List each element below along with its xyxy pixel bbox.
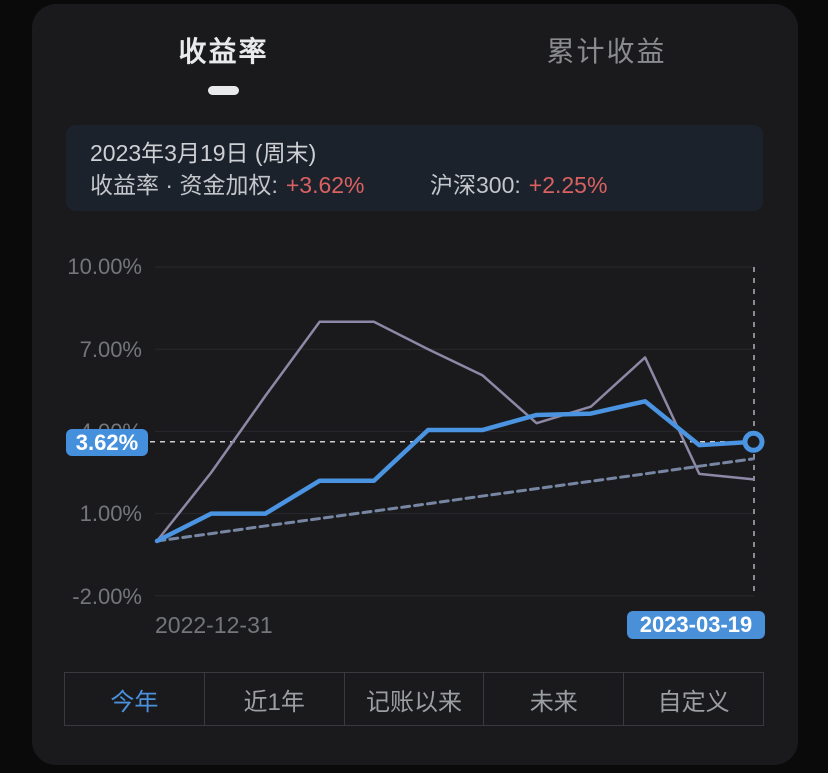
range-this-year[interactable]: 今年 bbox=[110, 688, 159, 716]
series-weighted-return bbox=[154, 399, 756, 544]
series-reference-line bbox=[155, 457, 755, 543]
range-custom[interactable]: 自定义 bbox=[623, 673, 763, 725]
benchmark-group: 沪深300: +2.25% bbox=[430, 170, 607, 200]
current-point-marker[interactable] bbox=[742, 430, 765, 453]
y-axis-tick-1: 1.00% bbox=[79, 501, 142, 526]
range-past-1-year[interactable]: 近1年 bbox=[203, 673, 344, 725]
weighted-return-value: +3.62% bbox=[285, 172, 365, 198]
y-axis-tick-10: 10.00% bbox=[67, 254, 142, 279]
selection-info-card: 2023年3月19日 (周末) 收益率 · 资金加权: +3.62% 沪深300:… bbox=[66, 125, 763, 211]
current-value-badge: 3.62% bbox=[66, 429, 148, 456]
range-future[interactable]: 未来 bbox=[483, 673, 623, 725]
weighted-return-label: 收益率 · 资金加权: bbox=[90, 172, 278, 198]
chart-canvas[interactable] bbox=[32, 236, 798, 660]
selection-metrics-row: 收益率 · 资金加权: +3.62% 沪深300: +2.25% bbox=[90, 170, 739, 200]
selected-date-text: 2023年3月19日 (周末) bbox=[90, 140, 317, 166]
csi300-label: 沪深300: bbox=[430, 172, 521, 198]
series-csi300 bbox=[155, 320, 755, 543]
y-axis-tick-neg2: -2.00% bbox=[72, 584, 142, 609]
y-axis-tick-7: 7.00% bbox=[79, 337, 142, 362]
tab-cumulative-return-label: 累计收益 bbox=[546, 36, 667, 67]
tab-cumulative-return[interactable]: 累计收益 bbox=[415, 30, 798, 95]
tab-rate-of-return[interactable]: 收益率 bbox=[32, 30, 415, 95]
x-axis-start-label: 2022-12-31 bbox=[155, 612, 273, 638]
csi300-value: +2.25% bbox=[528, 172, 608, 198]
selected-date-badge: 2023-03-19 bbox=[627, 611, 765, 639]
top-tab-bar: 收益率 累计收益 bbox=[32, 30, 798, 95]
range-since-inception[interactable]: 记账以来 bbox=[343, 673, 484, 725]
range-selector: 今年 近1年 记账以来 未来 自定义 bbox=[64, 672, 764, 726]
tab-rate-of-return-label: 收益率 bbox=[178, 36, 269, 67]
active-tab-indicator bbox=[208, 86, 239, 95]
